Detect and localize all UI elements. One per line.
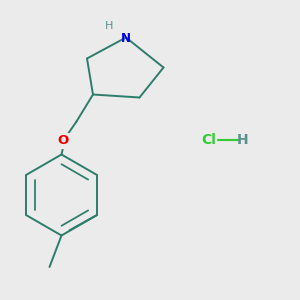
Text: O: O [57, 134, 69, 148]
Text: H: H [237, 133, 249, 146]
Text: H: H [105, 21, 114, 31]
Text: Cl: Cl [201, 133, 216, 146]
Text: N: N [121, 32, 131, 46]
